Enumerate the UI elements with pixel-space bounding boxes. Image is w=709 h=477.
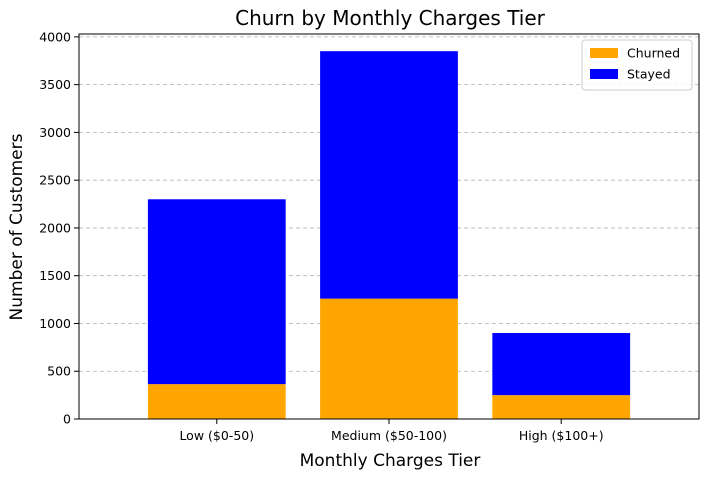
- y-tick-label: 1500: [39, 268, 71, 283]
- y-tick-label: 2000: [39, 220, 71, 235]
- bars: [147, 51, 631, 419]
- x-tick-label: Medium ($50-100): [331, 428, 447, 443]
- y-axis: 0 500 1000 1500 2000 2500 3000 3500 4000: [39, 29, 79, 427]
- legend-label: Stayed: [627, 67, 671, 82]
- bar-stayed: [492, 333, 631, 396]
- legend-swatch: [590, 69, 618, 79]
- x-tick-label: High ($100+): [519, 428, 604, 443]
- y-tick-label: 2500: [39, 173, 71, 188]
- y-axis-title: Number of Customers: [7, 133, 27, 320]
- x-axis: Low ($0-50) Medium ($50-100) High ($100+): [179, 419, 604, 443]
- chart-title: Churn by Monthly Charges Tier: [235, 6, 546, 30]
- bar-churned: [492, 395, 631, 419]
- legend: Churned Stayed: [581, 39, 693, 91]
- x-tick-label: Low ($0-50): [179, 428, 254, 443]
- bar-churned: [147, 384, 286, 419]
- y-tick-label: 3500: [39, 77, 71, 92]
- y-tick-label: 500: [47, 364, 71, 379]
- legend-label: Churned: [627, 46, 680, 61]
- y-tick-label: 3000: [39, 125, 71, 140]
- y-tick-label: 1000: [39, 316, 71, 331]
- bar-churned: [320, 298, 458, 419]
- x-axis-title: Monthly Charges Tier: [300, 451, 481, 471]
- y-tick-label: 0: [63, 412, 71, 427]
- bar-stayed: [320, 51, 458, 299]
- y-tick-label: 4000: [39, 29, 71, 44]
- legend-swatch: [590, 48, 618, 58]
- bar-stayed: [147, 199, 286, 385]
